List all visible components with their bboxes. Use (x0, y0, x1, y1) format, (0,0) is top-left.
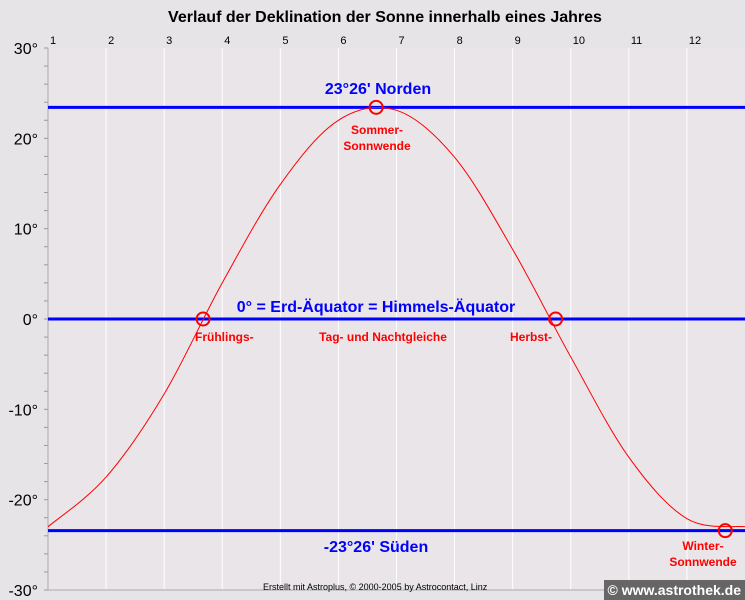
x-tick-label: 8 (457, 35, 463, 47)
declination-curve (47, 107, 745, 528)
x-tick-label: 6 (340, 35, 346, 47)
label-north: 23°26' Norden (325, 81, 431, 98)
marker-circle (717, 523, 733, 539)
x-tick-label: 4 (224, 35, 230, 47)
y-tick-label: 20° (14, 131, 38, 148)
label-sommer-1: Sommer- (351, 123, 403, 137)
label-tag-nacht: Tag- und Nachtgleiche (319, 330, 447, 344)
y-tick-label: 30° (14, 41, 38, 58)
marker-circle (368, 99, 384, 115)
x-tick-label: 11 (631, 35, 642, 47)
x-tick-label: 5 (282, 35, 288, 47)
label-winter-2: Sonnwende (669, 555, 737, 569)
y-tick-label: 10° (14, 222, 38, 239)
y-tick-label: 0° (23, 312, 38, 329)
label-south: -23°26' Süden (324, 539, 428, 556)
label-winter-1: Winter- (682, 539, 723, 553)
x-tick-label: 1 (50, 35, 56, 47)
chart-title: Verlauf der Deklination der Sonne innerh… (168, 9, 602, 26)
y-tick-label: -30° (8, 583, 38, 600)
watermark: © www.astrothek.de (603, 580, 745, 600)
label-herbst: Herbst- (510, 330, 552, 344)
x-tick-label: 10 (573, 35, 585, 47)
y-tick-label: -20° (8, 493, 38, 510)
x-tick-label: 3 (166, 35, 172, 47)
credit-text: Erstellt mit Astroplus, © 2000-2005 by A… (263, 582, 488, 592)
x-tick-label: 12 (689, 35, 701, 47)
y-tick-label: -10° (8, 402, 38, 419)
x-tick-label: 9 (515, 35, 521, 47)
label-sommer-2: Sonnwende (343, 139, 411, 153)
x-tick-label: 2 (108, 35, 114, 47)
marker-circle (548, 311, 564, 327)
x-tick-label: 7 (399, 35, 405, 47)
label-fruehling: Frühlings- (195, 330, 254, 344)
label-equator: 0° = Erd-Äquator = Himmels-Äquator (237, 298, 515, 316)
marker-circle (195, 311, 211, 327)
